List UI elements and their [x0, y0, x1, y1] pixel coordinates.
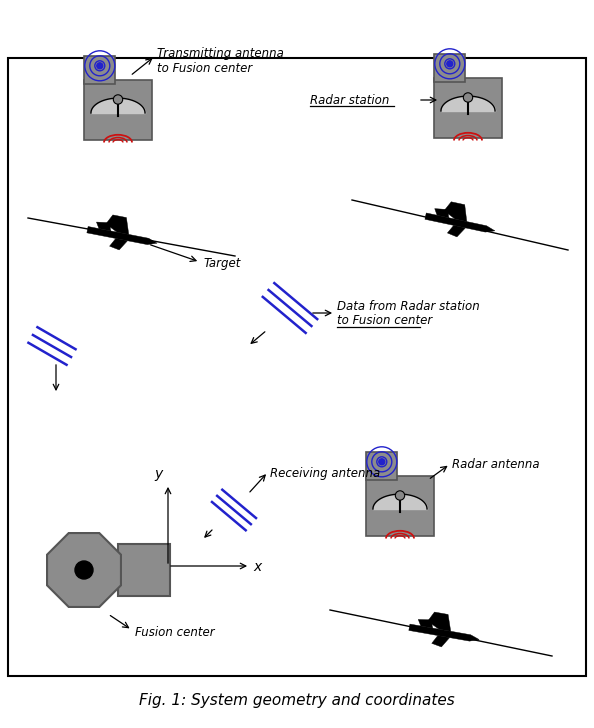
- Text: Target: Target: [203, 256, 241, 269]
- Bar: [366, 476, 434, 536]
- Bar: [118, 544, 170, 596]
- Text: to Fusion center: to Fusion center: [157, 63, 252, 76]
- Bar: [366, 452, 397, 480]
- Bar: [434, 54, 466, 82]
- Polygon shape: [435, 209, 449, 218]
- Polygon shape: [447, 226, 466, 237]
- Bar: [434, 78, 502, 138]
- Bar: [84, 80, 152, 140]
- Circle shape: [463, 92, 473, 102]
- Polygon shape: [87, 226, 157, 245]
- Bar: [84, 56, 115, 84]
- Text: Radar antenna: Radar antenna: [452, 457, 539, 470]
- Text: Radar station: Radar station: [310, 93, 390, 106]
- Polygon shape: [425, 213, 495, 232]
- Polygon shape: [106, 215, 129, 234]
- Polygon shape: [109, 239, 128, 250]
- Text: y: y: [154, 467, 162, 481]
- Circle shape: [447, 61, 453, 67]
- Polygon shape: [432, 636, 450, 647]
- Bar: [8, 58, 586, 676]
- Text: Data from Radar station: Data from Radar station: [337, 299, 480, 312]
- Text: x: x: [253, 560, 261, 574]
- Polygon shape: [47, 533, 121, 607]
- Text: Fig. 1: System geometry and coordinates: Fig. 1: System geometry and coordinates: [139, 692, 455, 708]
- Polygon shape: [96, 222, 110, 231]
- Polygon shape: [444, 202, 467, 221]
- Circle shape: [113, 95, 123, 104]
- Text: Fusion center: Fusion center: [135, 625, 214, 638]
- Circle shape: [97, 63, 103, 69]
- Circle shape: [75, 561, 93, 579]
- Text: Transmitting antenna: Transmitting antenna: [157, 47, 284, 60]
- Polygon shape: [409, 624, 479, 641]
- Circle shape: [379, 459, 385, 464]
- Polygon shape: [428, 612, 451, 631]
- Text: Receiving antenna: Receiving antenna: [270, 467, 380, 480]
- Text: to Fusion center: to Fusion center: [337, 314, 432, 328]
- Polygon shape: [418, 620, 432, 628]
- Circle shape: [396, 491, 405, 500]
